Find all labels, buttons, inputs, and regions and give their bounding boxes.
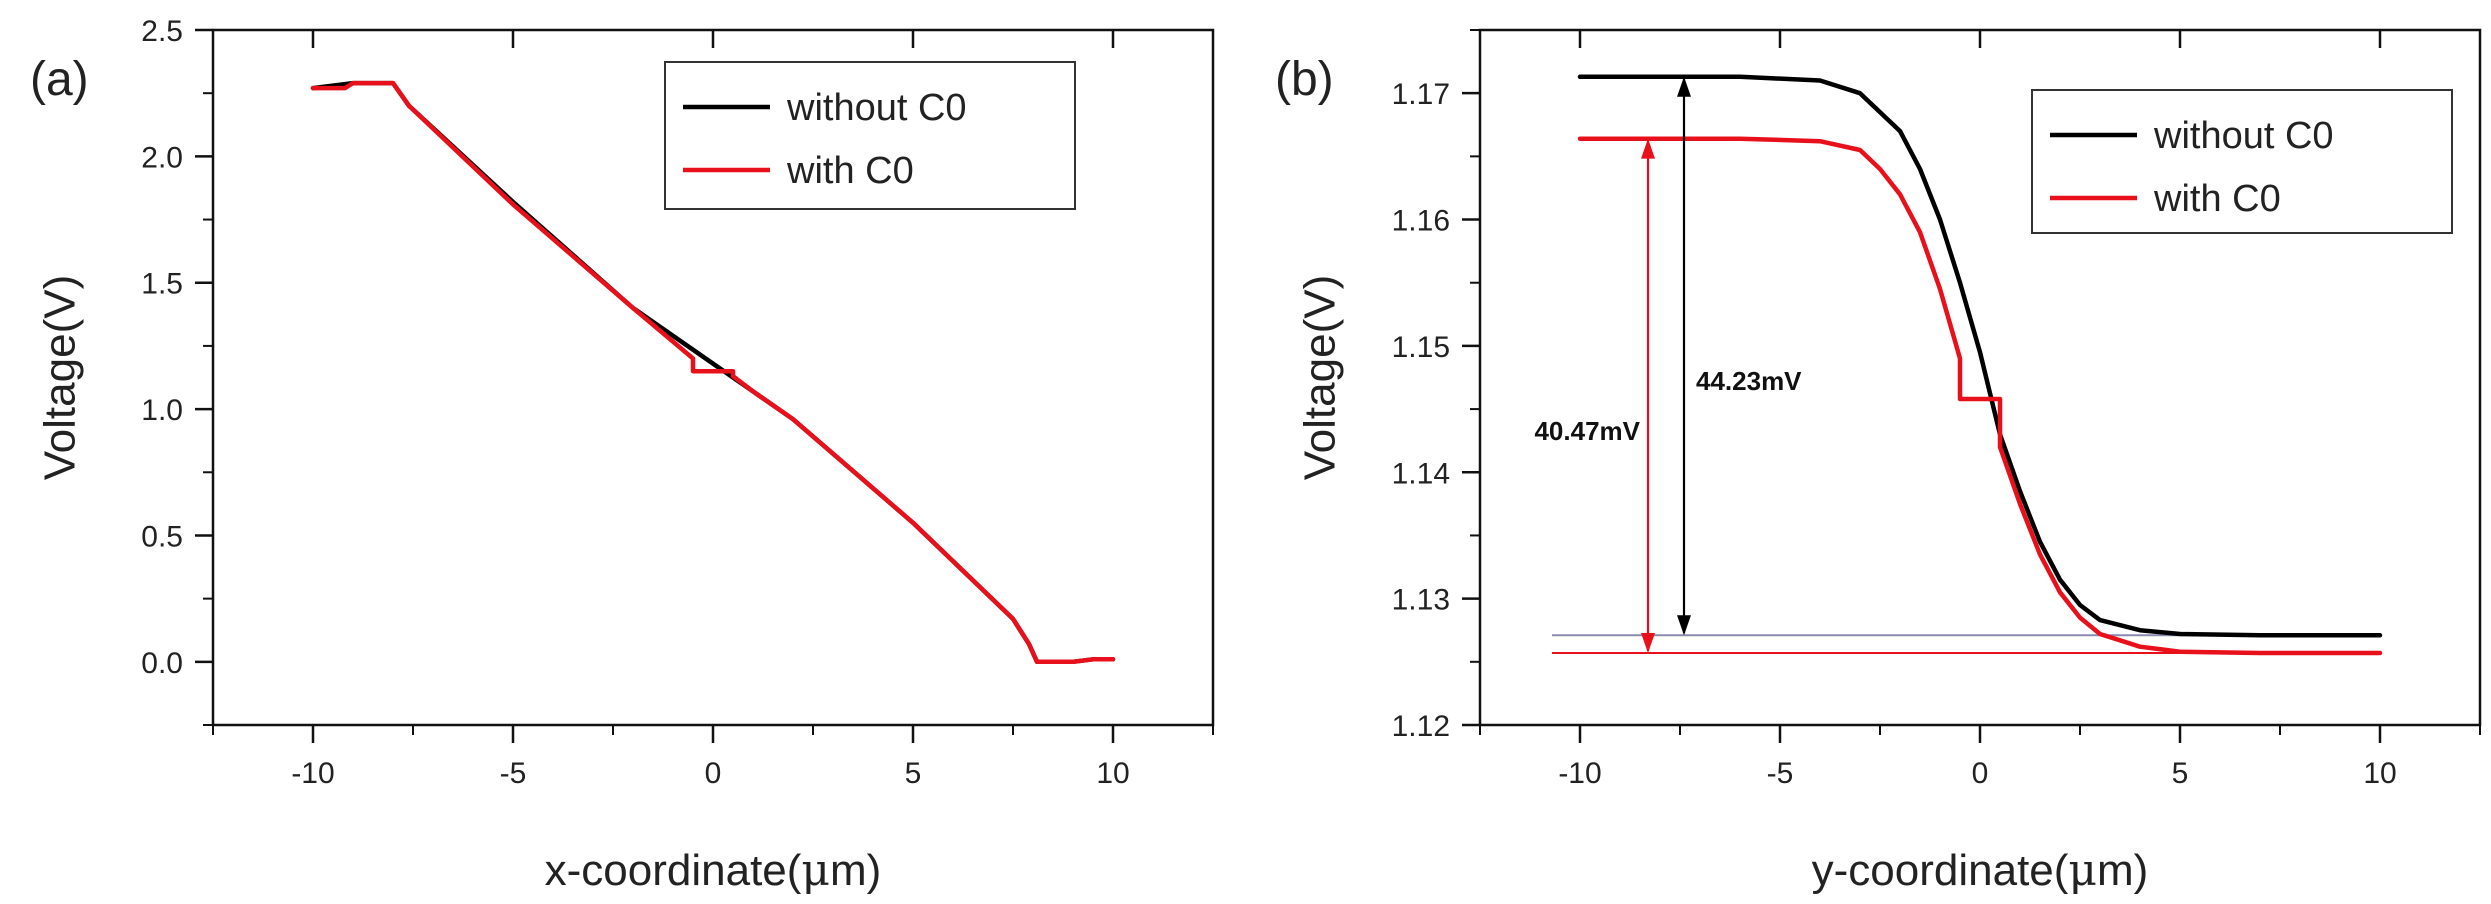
x-axis-label: x-coordinate(μm) <box>545 845 882 896</box>
x-tick-label: 5 <box>2172 757 2189 790</box>
x-axis-label-main: y-coordinate( <box>1812 846 2069 895</box>
annotation-arrowhead-bottom <box>1677 615 1691 636</box>
y-tick-label: 1.12 <box>1392 710 1450 743</box>
y-tick-label: 2.0 <box>141 141 183 174</box>
y-axis-label: Voltage(V) <box>36 275 85 480</box>
x-axis-label-tail: m) <box>2097 846 2148 895</box>
x-axis-label: y-coordinate(μm) <box>1812 845 2149 896</box>
y-tick-label: 1.0 <box>141 394 183 427</box>
x-axis-label-tail: m) <box>830 846 881 895</box>
x-axis-label-mu: μ <box>2068 845 2097 896</box>
legend-label: without C0 <box>786 87 967 129</box>
x-axis-label-main: x-coordinate( <box>545 846 802 895</box>
annotation-arrowhead-top <box>1677 76 1691 97</box>
annotation-arrowhead-top <box>1641 138 1655 159</box>
x-tick-label: 10 <box>2363 757 2396 790</box>
x-tick-label: 0 <box>705 757 722 790</box>
y-axis-label: Voltage(V) <box>1296 275 1345 480</box>
x-tick-label: -5 <box>1767 757 1794 790</box>
panel-label: (a) <box>30 53 89 106</box>
y-tick-label: 1.17 <box>1392 78 1450 111</box>
y-tick-label: 1.13 <box>1392 584 1450 617</box>
x-tick-label: 5 <box>905 757 922 790</box>
legend-label: with C0 <box>2153 178 2281 220</box>
x-tick-label: 10 <box>1096 757 1129 790</box>
y-tick-label: 1.16 <box>1392 205 1450 238</box>
y-tick-label: 0.0 <box>141 647 183 680</box>
x-tick-label: 0 <box>1972 757 1989 790</box>
legend-box <box>2031 89 2453 234</box>
legend-label: without C0 <box>2153 115 2334 157</box>
x-tick-label: -10 <box>1558 757 1601 790</box>
annotation-label: 44.23mV <box>1696 366 1802 396</box>
legend-box <box>664 61 1076 210</box>
annotation-label: 40.47mV <box>1534 416 1640 446</box>
x-tick-label: -5 <box>500 757 527 790</box>
legend-label: with C0 <box>786 150 914 192</box>
series-line-with-c0 <box>1577 136 2383 656</box>
annotation-arrowhead-bottom <box>1641 632 1655 653</box>
y-tick-label: 1.15 <box>1392 331 1450 364</box>
legend: without C0 with C0 <box>2031 89 2453 234</box>
y-tick-label: 1.14 <box>1392 457 1450 490</box>
y-tick-label: 0.5 <box>141 520 183 553</box>
legend: without C0 with C0 <box>664 61 1076 210</box>
chart-panel-b: -10 -5 0 5 10 1.12 1.13 1.14 1.15 1.16 1.17 (b) y-co… <box>1275 28 2482 896</box>
x-tick-label: -10 <box>291 757 334 790</box>
y-tick-label: 2.5 <box>141 15 183 48</box>
series-line-with-c0 <box>310 80 1116 665</box>
chart-panel-a: -10 -5 0 5 10 0.0 0.5 1.0 1.5 2.0 2.5 (a) x-coordina… <box>30 15 1215 896</box>
panel-label: (b) <box>1275 53 1334 106</box>
y-tick-label: 1.5 <box>141 268 183 301</box>
x-axis-label-mu: μ <box>801 845 830 896</box>
